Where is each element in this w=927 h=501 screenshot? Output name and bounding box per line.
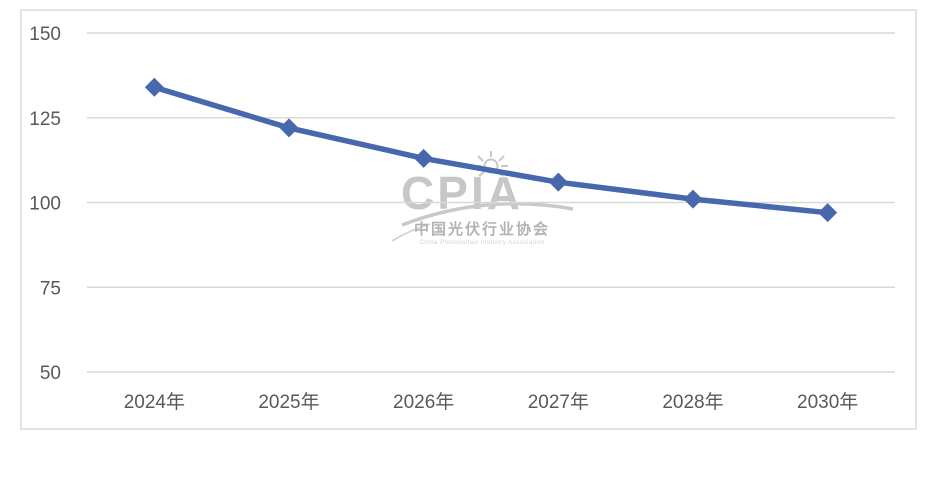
- chart-frame: CPIA 中国光伏行业协会 China Photovoltaic Industr…: [20, 9, 917, 430]
- caption-row: 2024-2030 年 XBC 电池银浆消耗量变化趋势（单位：mg/片）: [0, 450, 927, 495]
- y-tick-label: 100: [29, 194, 61, 215]
- data-point-marker: [144, 77, 164, 97]
- y-tick-label: 50: [40, 363, 61, 384]
- y-tick-label: 125: [29, 109, 61, 130]
- data-point-marker: [414, 148, 434, 168]
- x-axis-label: 2024年: [124, 391, 185, 413]
- data-point-marker: [818, 203, 838, 223]
- x-axis-label: 2030年: [797, 391, 858, 413]
- data-point-marker: [548, 172, 568, 192]
- line-chart: 150 125 100 75 50 2024年 2025年 2026年 2027年 2028年 20…: [29, 24, 895, 413]
- x-axis-label: 2027年: [528, 391, 589, 413]
- x-axis-label: 2025年: [258, 391, 319, 413]
- x-axis-label: 2026年: [393, 391, 454, 413]
- y-tick-label: 75: [40, 278, 61, 299]
- data-point-marker: [683, 189, 703, 209]
- y-tick-label: 150: [29, 24, 61, 45]
- data-point-marker: [279, 118, 299, 138]
- trend-line: [151, 84, 831, 216]
- x-axis-label: 2028年: [662, 391, 723, 413]
